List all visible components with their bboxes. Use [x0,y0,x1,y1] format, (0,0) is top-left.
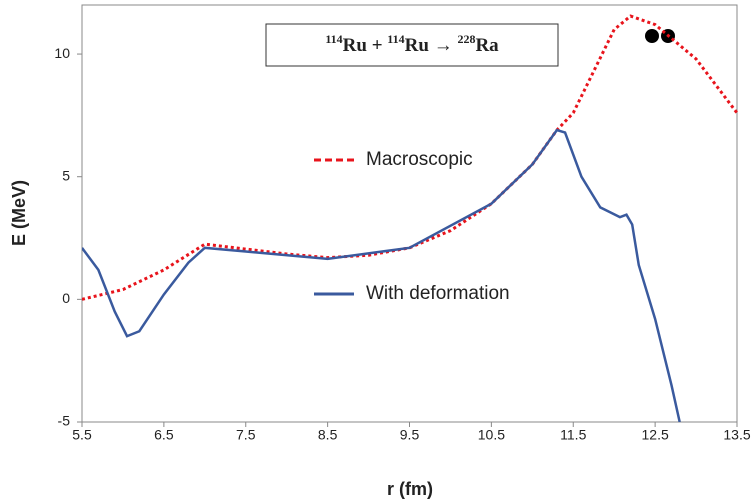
x-tick-label: 11.5 [560,427,586,443]
annotation-part: Ru [343,35,368,56]
x-tick-label: 8.5 [318,427,338,443]
annotation-box [265,23,559,67]
legend-label: Macroscopic [366,149,473,170]
mass-number: 228 [457,32,475,46]
plot-frame [81,4,738,423]
annotation-part: Ru [405,35,430,56]
annotation-part: → [429,35,458,56]
x-tick-label: 10.5 [478,427,505,443]
legend-label: With deformation [366,283,510,304]
series-line [82,14,739,301]
y-tick-label: 10 [54,45,70,61]
annotation: 114Ru + 114Ru → 228Ra [325,32,499,57]
mass-number: 114 [387,32,404,46]
mass-number: 114 [325,32,342,46]
annotation-part: + [367,35,387,56]
y-tick-label: 0 [62,290,70,306]
series-line [82,128,681,422]
x-tick-label: 12.5 [642,427,669,443]
x-axis-title: r (fm) [387,479,433,499]
y-tick-label: 5 [62,167,70,183]
y-tick-label: -5 [58,413,71,429]
x-tick-label: 9.5 [400,427,420,443]
x-tick-label: 7.5 [236,427,256,443]
x-tick-label: 5.5 [72,427,92,443]
y-axis-title: E (MeV) [9,180,29,246]
dot [645,29,659,43]
annotation-part: Ra [475,35,499,56]
x-tick-label: 13.5 [723,427,750,443]
x-tick-label: 6.5 [154,427,174,443]
